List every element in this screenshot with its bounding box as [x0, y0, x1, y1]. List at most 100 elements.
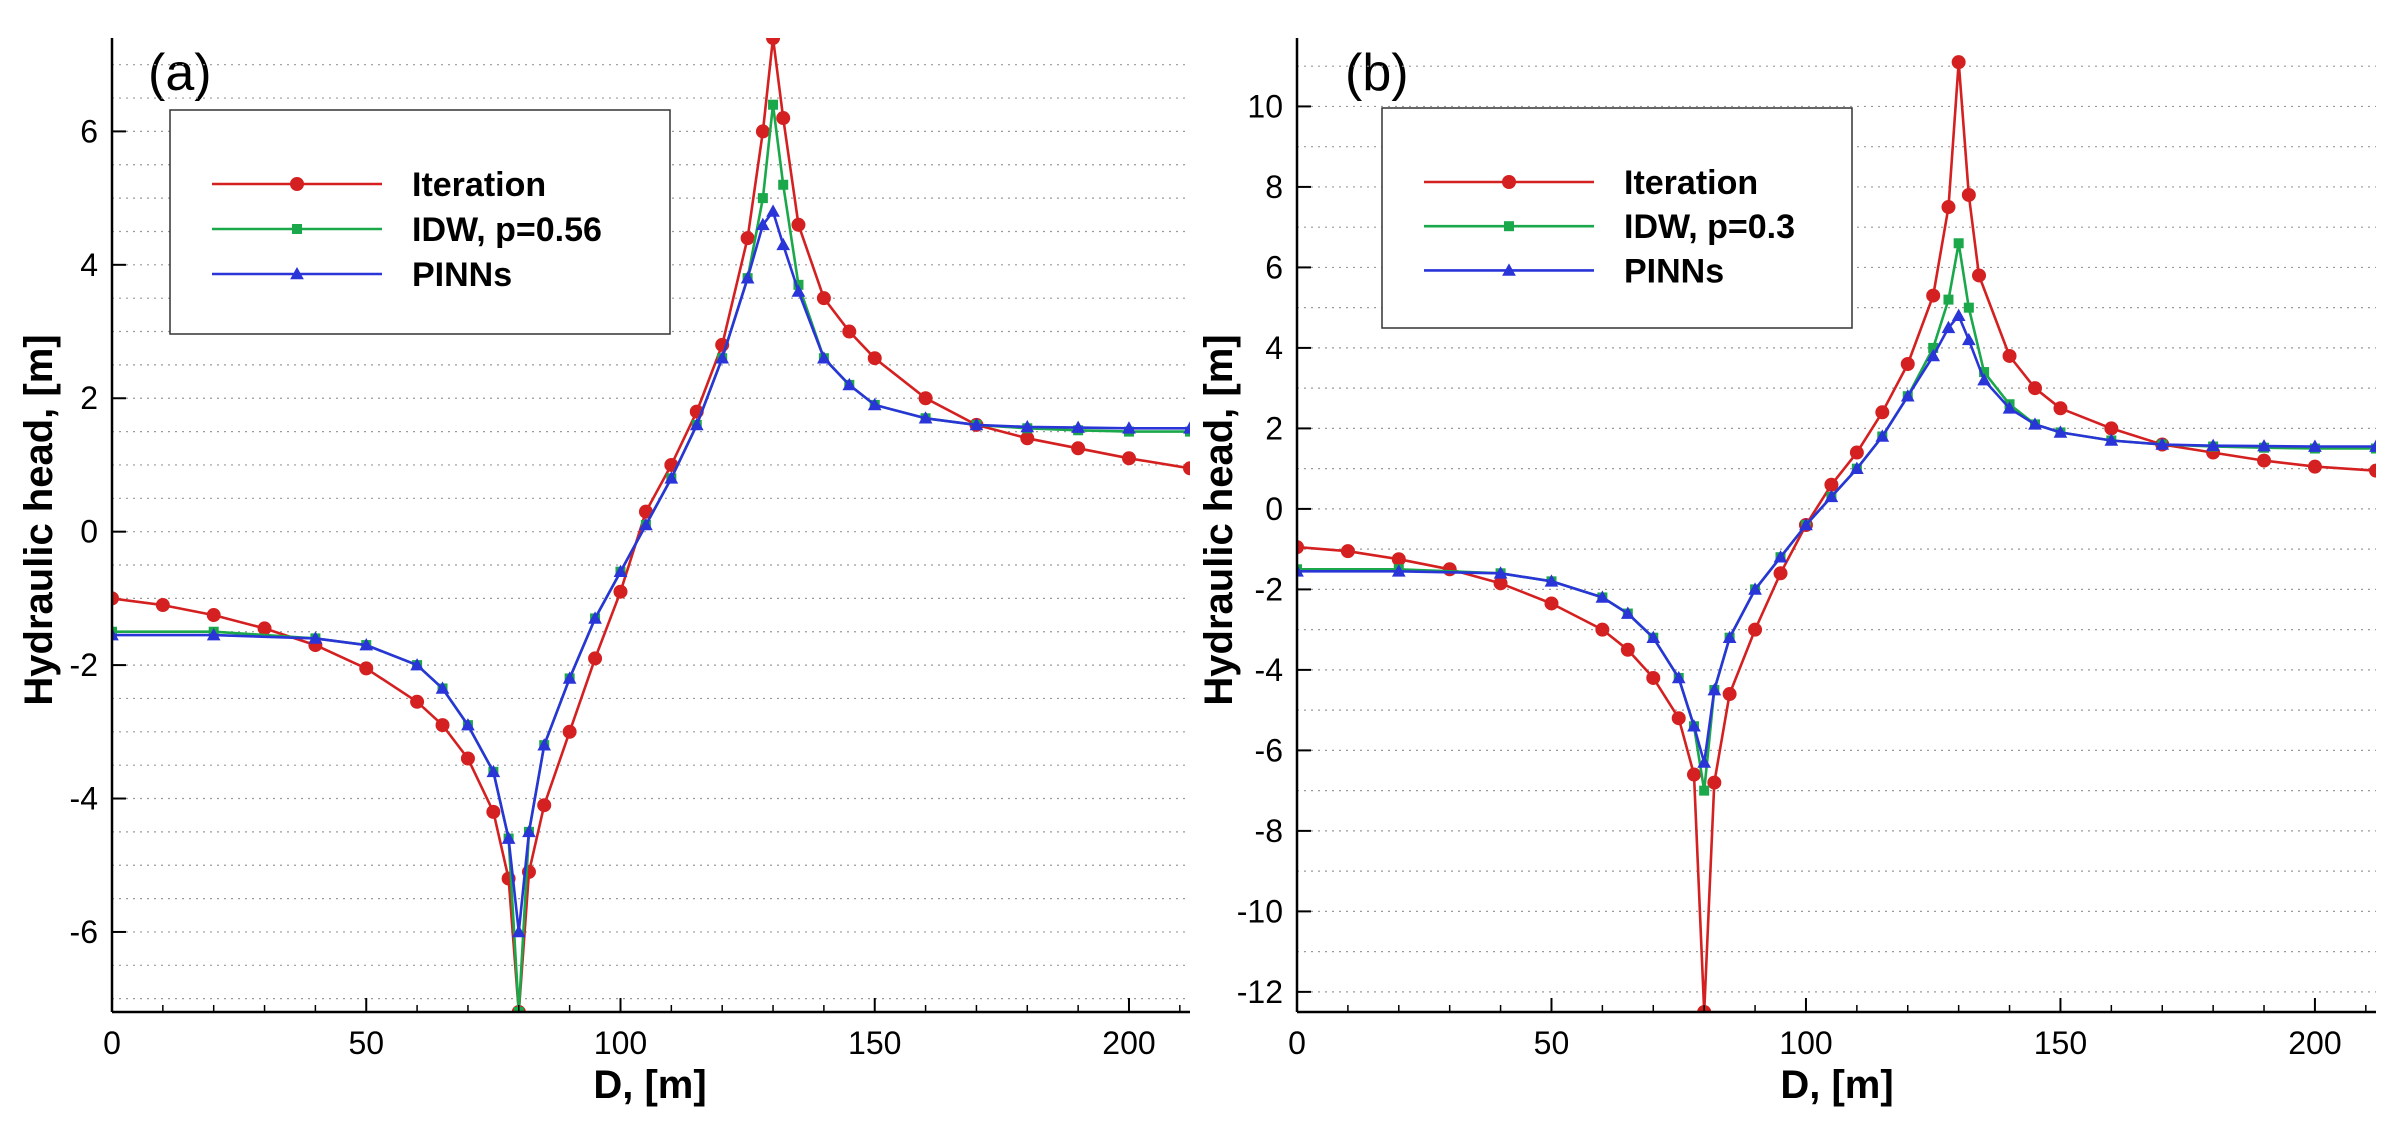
y-tick-label: 0	[1265, 491, 1283, 527]
panel-b: (b) D, [m] Hydraulic head, [m] 0 50 100 150…	[1197, 38, 2376, 1107]
y-tick-label: -4	[70, 781, 98, 817]
data-point	[1961, 332, 1976, 346]
data-point	[613, 584, 628, 599]
legend-marker	[292, 224, 302, 234]
panel-label: (b)	[1345, 44, 1409, 102]
data-point	[1297, 540, 1304, 555]
x-tick-label: 0	[103, 1025, 121, 1061]
y-tick-label: -4	[1255, 652, 1283, 688]
data-point	[2053, 425, 2068, 438]
y-tick-label: 4	[80, 247, 98, 283]
data-point	[1671, 670, 1686, 684]
y-tick-label: -2	[1255, 571, 1283, 607]
y-tick-label: 8	[1265, 169, 1283, 205]
data-point	[1707, 775, 1722, 790]
data-point	[1699, 785, 1710, 796]
panel-a: (a) D, [m] Hydraulic head, [m] 0 50 100 150…	[17, 38, 1190, 1107]
legend-marker	[1504, 221, 1514, 232]
series-circle	[1297, 55, 2376, 1012]
data-point	[1722, 630, 1737, 643]
data-point	[1671, 711, 1686, 726]
series-triangle	[1297, 308, 2376, 768]
data-point	[756, 217, 770, 231]
data-point	[1020, 431, 1035, 446]
y-tick-label: -6	[1255, 732, 1283, 768]
y-tick-label: 10	[1247, 88, 1283, 124]
data-point	[537, 798, 552, 813]
series-circle	[112, 38, 1190, 1012]
data-point	[1900, 357, 1915, 372]
data-point	[435, 681, 450, 694]
data-point	[486, 764, 501, 778]
data-point	[1620, 606, 1635, 619]
legend-label: Iteration	[1624, 164, 1758, 202]
data-point	[1900, 389, 1915, 402]
data-point	[1544, 574, 1559, 587]
y-tick-label: 0	[80, 514, 98, 550]
data-point	[257, 621, 272, 636]
legend: Iteration IDW, p=0.3 PINNs	[1381, 107, 1853, 329]
data-point	[1620, 642, 1635, 657]
data-point	[435, 718, 450, 733]
data-point	[969, 417, 984, 431]
data-point	[1493, 566, 1508, 579]
data-point	[2002, 348, 2017, 363]
data-point	[2053, 401, 2068, 416]
data-point	[1951, 55, 1966, 70]
data-point	[1493, 576, 1508, 591]
data-point	[867, 397, 882, 411]
data-point	[2257, 439, 2271, 452]
data-point	[410, 694, 425, 709]
data-point	[522, 824, 536, 838]
data-point	[410, 658, 424, 671]
y-tick-label: 2	[1265, 410, 1283, 446]
legend-label: IDW, p=0.56	[412, 211, 602, 249]
data-point	[1799, 517, 1813, 531]
data-point	[1121, 451, 1136, 466]
x-tick-label: 50	[348, 1025, 384, 1061]
data-point	[112, 591, 119, 606]
x-tick-label: 100	[594, 1025, 647, 1061]
data-point	[791, 284, 806, 297]
data-point	[918, 391, 933, 406]
data-point	[206, 608, 221, 623]
data-point	[1020, 419, 1035, 433]
data-point	[112, 628, 119, 641]
data-point	[1849, 445, 1864, 460]
data-point	[1340, 544, 1355, 559]
y-axis-title: Hydraulic head, [m]	[17, 334, 61, 705]
data-point	[1297, 564, 1304, 577]
x-tick-label: 0	[1288, 1025, 1306, 1061]
data-point	[817, 351, 831, 364]
data-point	[501, 831, 516, 844]
data-point	[359, 638, 374, 651]
data-point	[1824, 489, 1839, 503]
data-point	[588, 651, 603, 666]
axes: 0 50 100 150 200 -12 -10 -8 -6 -4 -2 0 2 4 6 8 10	[1237, 38, 2376, 1061]
data-point	[689, 417, 704, 431]
data-point	[562, 724, 577, 739]
data-point	[2307, 459, 2322, 474]
data-point	[2369, 439, 2376, 452]
data-point	[1926, 348, 1941, 362]
data-point	[664, 471, 679, 484]
data-point	[867, 351, 882, 366]
data-point	[1773, 566, 1788, 581]
data-point	[1875, 405, 1890, 420]
data-point	[112, 626, 117, 637]
x-axis-title: D, [m]	[593, 1063, 706, 1107]
data-point	[1071, 420, 1085, 433]
legend-marker	[290, 266, 304, 280]
x-tick-label: 150	[2034, 1025, 2087, 1061]
legend-marker	[1502, 263, 1516, 276]
legend-box	[1381, 107, 1853, 329]
data-point	[2104, 421, 2119, 436]
data-point	[1972, 268, 1987, 283]
x-tick-label: 150	[848, 1025, 901, 1061]
axes: 0 50 100 150 200 -6 -4 -2 0 2 4 6	[70, 38, 1190, 1061]
data-point	[1722, 687, 1737, 702]
data-point	[1071, 441, 1086, 456]
data-point	[766, 204, 780, 217]
data-point	[1391, 552, 1406, 567]
